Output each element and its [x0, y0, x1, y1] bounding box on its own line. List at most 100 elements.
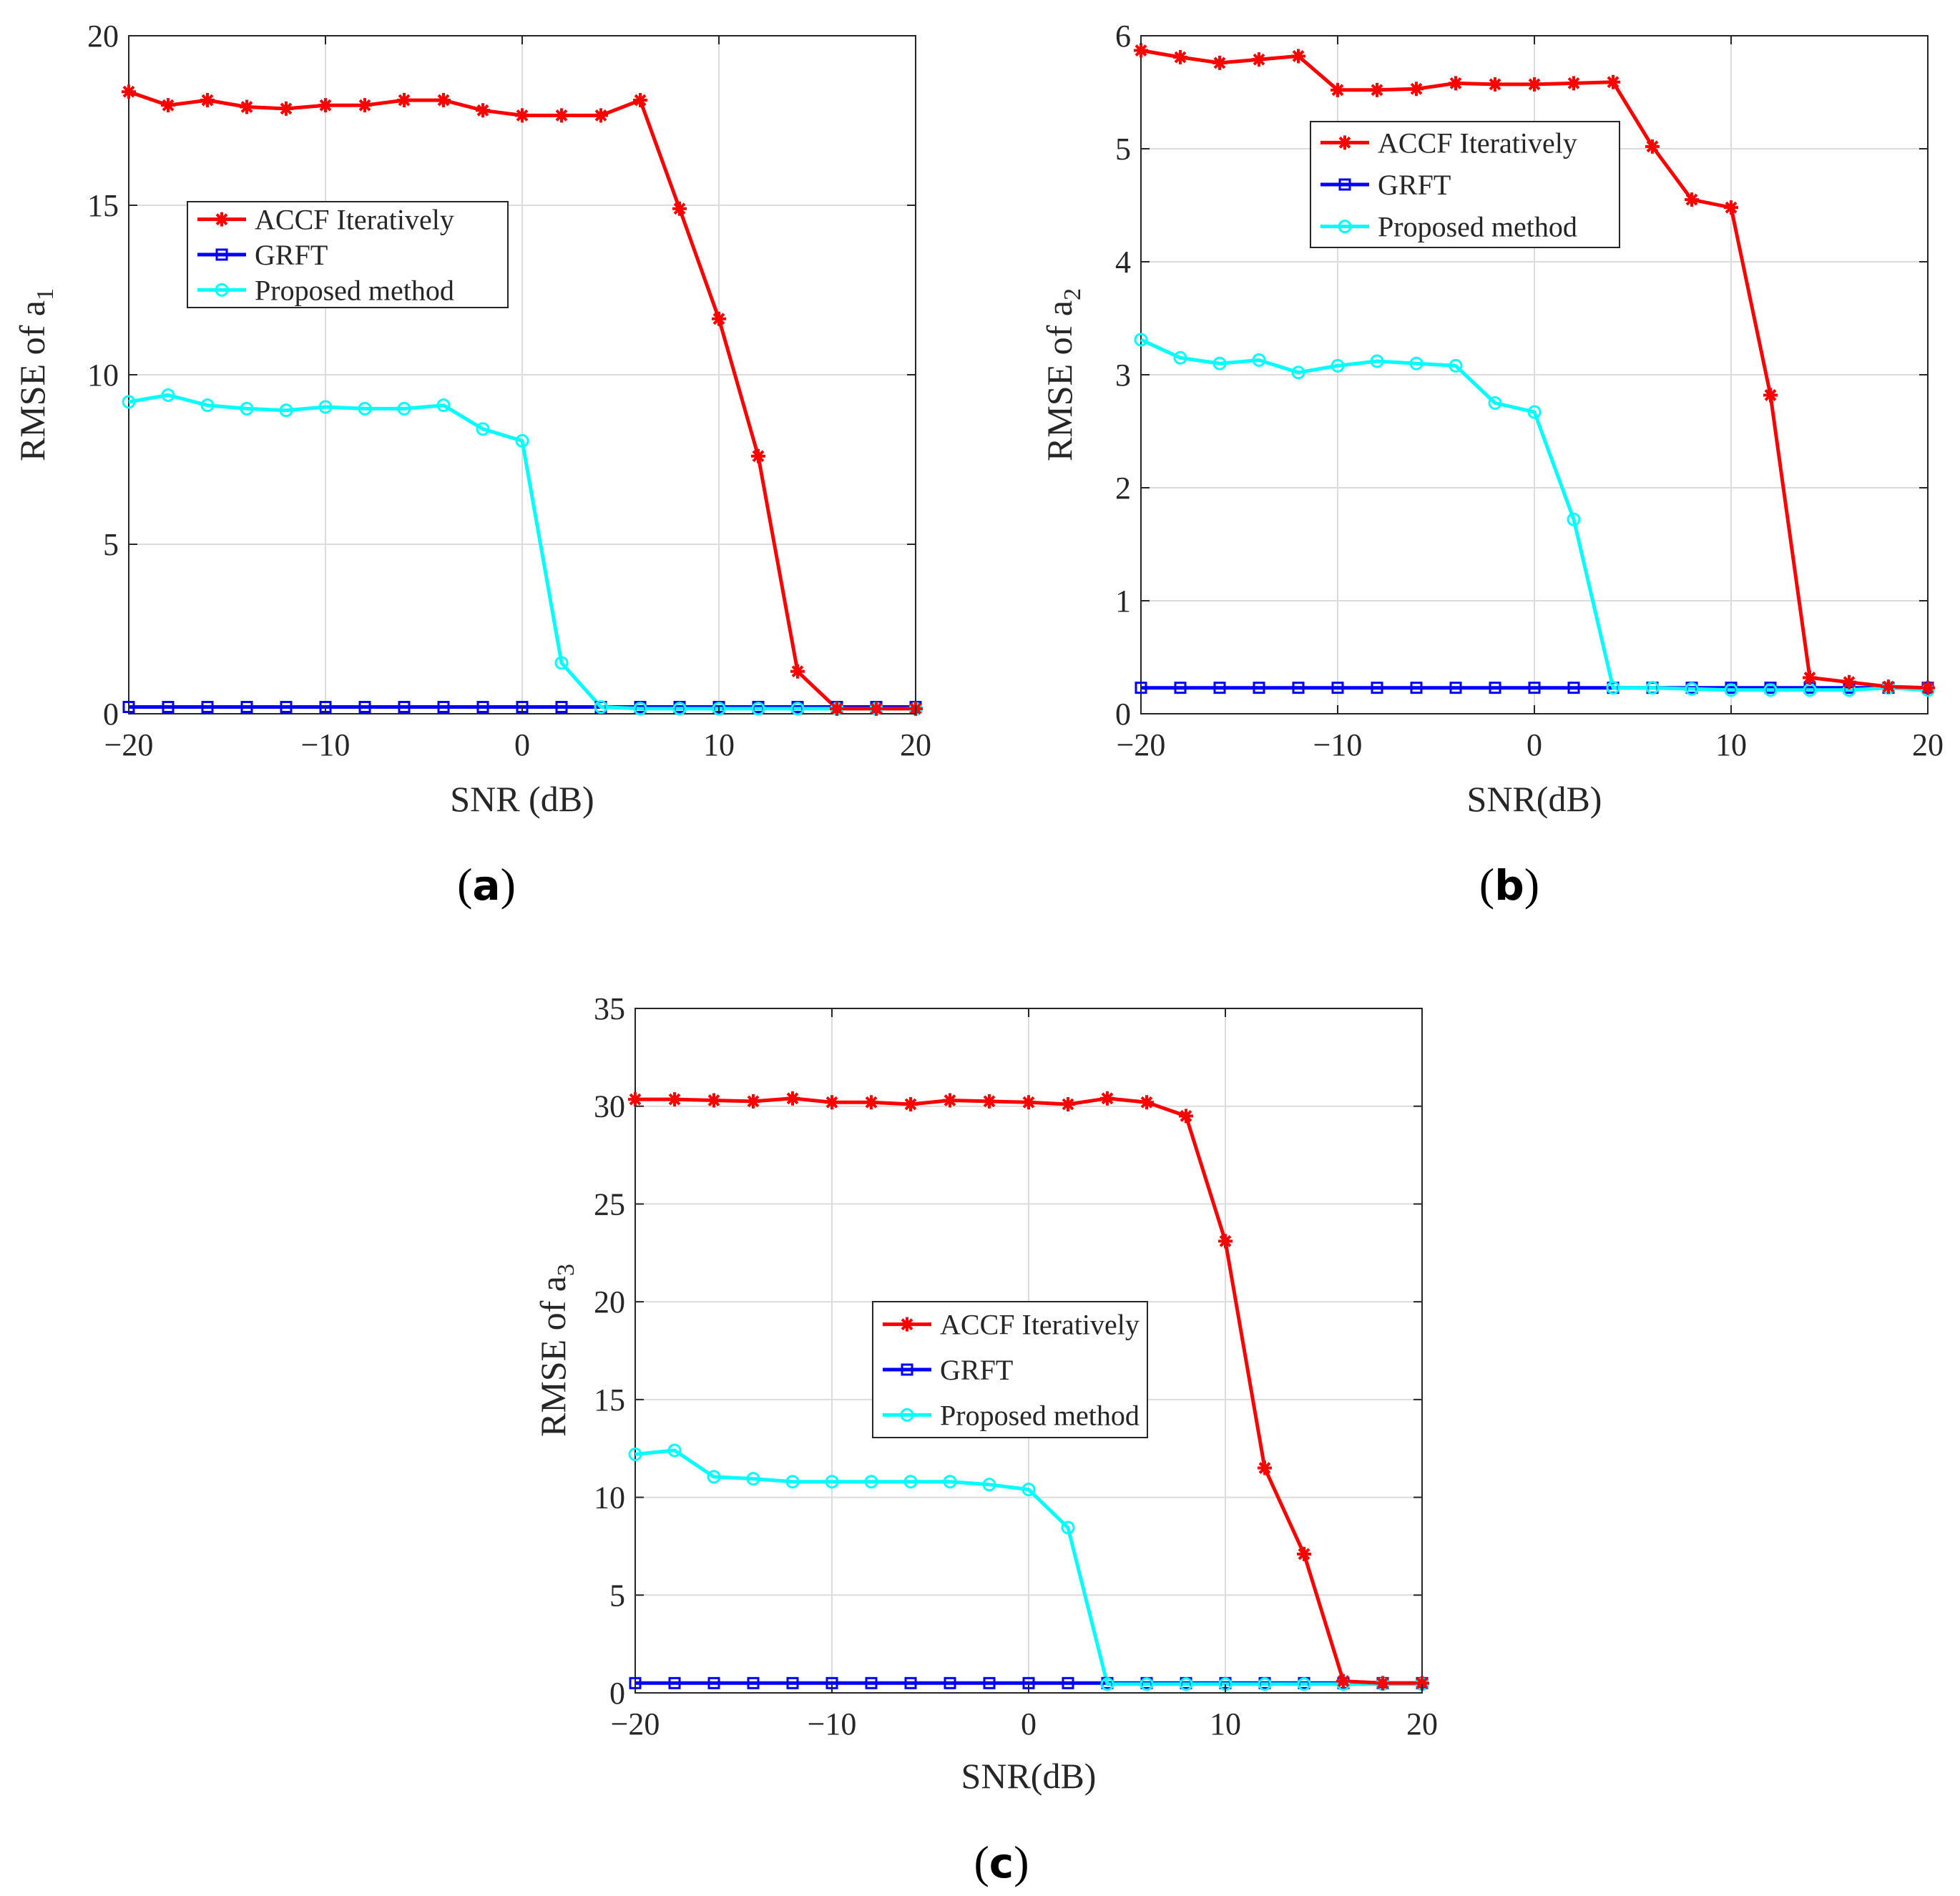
data-point-square: [555, 701, 568, 714]
data-point-circle: [1409, 356, 1424, 370]
data-point-asterisk: [1606, 74, 1620, 89]
data-point-square: [280, 701, 293, 714]
data-point-asterisk: [830, 701, 844, 716]
data-point-asterisk: [1258, 1460, 1272, 1475]
data-point-asterisk: [1100, 1091, 1114, 1106]
data-point-square: [1567, 682, 1580, 694]
y-tick-label: 0: [1115, 697, 1131, 732]
x-tick-label: −20: [611, 1706, 660, 1742]
data-point-asterisk: [1567, 76, 1581, 91]
legend: ACCF Iteratively GRFT Proposed method: [1310, 121, 1620, 248]
x-axis-label: SNR (dB): [450, 779, 594, 819]
y-tick-label: 5: [609, 1578, 625, 1613]
data-point-asterisk: [200, 93, 215, 108]
series-line-circle: [1140, 338, 1929, 692]
data-point-asterisk: [318, 98, 333, 113]
data-point-asterisk: [1763, 388, 1778, 403]
legend-marker: [1338, 178, 1351, 191]
data-point-asterisk: [672, 201, 687, 216]
y-axis-label: RMSE of a3: [533, 1264, 579, 1437]
data-point-circle: [515, 433, 529, 448]
y-tick-label: 25: [594, 1187, 625, 1222]
data-point-circle: [476, 422, 490, 436]
data-point-square: [1449, 682, 1462, 694]
x-tick-label: −10: [808, 1706, 857, 1742]
data-point-asterisk: [436, 93, 451, 108]
series-line-circle: [128, 393, 916, 711]
y-tick-label: 0: [103, 697, 119, 732]
data-point-circle: [633, 702, 647, 716]
x-tick-label: 10: [703, 727, 735, 762]
y-tick-label: 2: [1115, 471, 1131, 506]
data-point-asterisk: [869, 701, 883, 716]
data-point-asterisk: [1449, 76, 1463, 91]
y-tick-label: 10: [87, 358, 119, 393]
chart-panel-c: −20 −10 0 10 20 0 5 10 15 20 25 30 35 ACCF Iterative…: [533, 991, 1438, 1887]
data-point-asterisk: [903, 1096, 918, 1111]
x-tick-label: −10: [301, 727, 351, 762]
data-point-circle: [1212, 356, 1227, 370]
data-point-square: [1253, 682, 1265, 694]
chart-panel-a: −20 −10 0 10 20 0 5 10 15 20 ACCF IterativelyGRFT…: [12, 19, 931, 910]
data-point-square: [162, 701, 175, 714]
y-tick-label: 3: [1115, 358, 1131, 393]
data-point-asterisk: [1803, 670, 1817, 685]
y-tick-label: 4: [1115, 245, 1131, 280]
series-markers: [122, 84, 923, 716]
chart-panel-b: −20 −10 0 10 20 0 1 2 3 4 5 6 ACCF Iteratively GRFT P…: [1039, 19, 1944, 910]
data-point-asterisk: [712, 311, 726, 326]
data-point-asterisk: [1061, 1096, 1075, 1111]
data-point-circle: [790, 702, 805, 716]
legend-label: ACCF Iteratively: [1378, 127, 1577, 159]
data-point-square: [1331, 682, 1344, 694]
legend-marker: [900, 1408, 914, 1422]
data-point-square: [668, 1676, 681, 1689]
data-point-circle: [785, 1475, 800, 1489]
data-point-circle: [1179, 1677, 1193, 1691]
data-point-square: [358, 701, 371, 714]
data-point-circle: [1061, 1521, 1075, 1535]
data-point-circle: [240, 401, 254, 416]
data-point-asterisk: [1488, 77, 1502, 92]
series-line-circle: [634, 1448, 1422, 1686]
data-point-square: [398, 701, 411, 714]
data-point-asterisk: [1376, 1676, 1390, 1691]
data-point-asterisk: [982, 1094, 996, 1109]
data-point-asterisk: [943, 1093, 957, 1108]
panel-caption: (a): [457, 859, 516, 910]
data-point-asterisk: [1842, 674, 1856, 689]
axis-ticks: −20 −10 0 10 20 0 5 10 15 20 25 30 35: [594, 991, 1438, 1742]
legend-label: Proposed method: [255, 274, 454, 306]
data-point-asterisk: [515, 108, 529, 123]
data-point-circle: [672, 702, 687, 716]
data-point-circle: [1291, 365, 1305, 380]
x-tick-label: 20: [1406, 1706, 1438, 1742]
data-point-asterisk: [1527, 77, 1542, 92]
legend-label: Proposed method: [1378, 211, 1577, 243]
data-point-asterisk: [476, 103, 490, 118]
legend-label: Proposed method: [940, 1399, 1140, 1431]
data-point-circle: [746, 1472, 760, 1486]
data-point-asterisk: [633, 93, 647, 108]
data-point-asterisk: [1409, 82, 1424, 97]
legend-label: ACCF Iteratively: [940, 1309, 1140, 1341]
x-tick-label: 20: [900, 727, 931, 762]
y-tick-label: 0: [609, 1676, 625, 1711]
axis-ticks: −20 −10 0 10 20 0 1 2 3 4 5 6: [1115, 19, 1944, 762]
data-point-square: [944, 1676, 956, 1689]
data-point-square: [1174, 682, 1187, 694]
data-point-asterisk: [594, 108, 608, 123]
y-tick-label: 6: [1115, 19, 1131, 54]
x-tick-label: 10: [1715, 727, 1747, 762]
data-point-asterisk: [279, 101, 293, 116]
data-point-square: [1489, 682, 1501, 694]
data-point-square: [1213, 682, 1226, 694]
data-point-circle: [1763, 683, 1778, 697]
data-point-square: [707, 1676, 720, 1689]
legend: ACCF Iteratively GRFT Proposed method: [872, 1301, 1148, 1438]
x-tick-label: −20: [1117, 727, 1166, 762]
data-point-circle: [436, 398, 451, 413]
data-point-asterisk: [1724, 200, 1738, 215]
legend-marker: [901, 1363, 913, 1376]
x-tick-label: −10: [1313, 727, 1363, 762]
